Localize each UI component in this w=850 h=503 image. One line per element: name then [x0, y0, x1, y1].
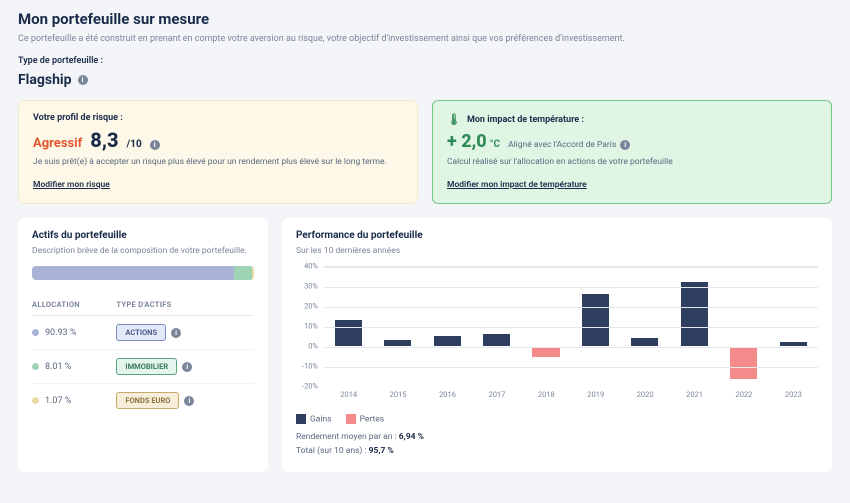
- chart-bar: [681, 282, 708, 346]
- col-type: TYPE D'ACTIFS: [116, 294, 254, 316]
- chart-bar: [780, 342, 807, 346]
- x-label: 2022: [719, 390, 768, 399]
- x-label: 2016: [423, 390, 472, 399]
- table-row: 90.93 %ACTIONSi: [32, 316, 254, 350]
- table-row: 1.07 %FONDS EUROi: [32, 384, 254, 418]
- info-icon[interactable]: i: [78, 75, 88, 85]
- avg-return: Rendement moyen par an : 6,94 %: [296, 432, 818, 442]
- assets-panel: Actifs du portefeuille Description brève…: [18, 218, 268, 472]
- allocation-bar: [32, 266, 254, 280]
- info-icon[interactable]: i: [620, 140, 630, 150]
- assets-desc: Description brève de la composition de v…: [32, 246, 254, 256]
- info-icon[interactable]: i: [184, 396, 194, 406]
- chart-bar: [434, 336, 461, 346]
- performance-panel: Performance du portefeuille Sur les 10 d…: [282, 218, 832, 472]
- x-label: 2023: [769, 390, 818, 399]
- risk-denom: /10: [127, 139, 142, 150]
- thermometer-icon: 🌡: [447, 113, 461, 126]
- page-subtitle: Ce portefeuille a été construit en prena…: [18, 34, 832, 44]
- x-label: 2017: [472, 390, 521, 399]
- perf-sub: Sur les 10 dernières années: [296, 246, 818, 256]
- x-label: 2015: [373, 390, 422, 399]
- impact-aligned: Aligné avec l'Accord de Paris: [508, 140, 616, 150]
- perf-title: Performance du portefeuille: [296, 230, 818, 241]
- x-label: 2018: [522, 390, 571, 399]
- x-label: 2020: [620, 390, 669, 399]
- risk-level: Agressif: [33, 136, 82, 151]
- impact-value: + 2,0°C: [447, 131, 500, 152]
- legend-gains: Gains: [296, 414, 332, 424]
- chart-bar: [384, 340, 411, 346]
- modify-risk-link[interactable]: Modifier mon risque: [33, 180, 110, 190]
- total-return: Total (sur 10 ans) : 95,7 %: [296, 446, 818, 456]
- info-icon[interactable]: i: [171, 328, 181, 338]
- info-icon[interactable]: i: [150, 140, 160, 150]
- perf-chart: -20%-10%0%10%20%30%40% 20142015201620172…: [296, 266, 818, 406]
- portfolio-type-value: Flagship: [18, 72, 72, 88]
- col-allocation: ALLOCATION: [32, 294, 116, 316]
- risk-card: Votre profil de risque : Agressif 8,3 /1…: [18, 100, 418, 204]
- risk-score: 8,3: [90, 128, 118, 152]
- chart-bar: [532, 347, 559, 357]
- info-icon[interactable]: i: [182, 362, 192, 372]
- chart-bar: [483, 334, 510, 346]
- asset-badge[interactable]: FONDS EURO: [116, 392, 179, 409]
- x-label: 2021: [670, 390, 719, 399]
- modify-impact-link[interactable]: Modifier mon impact de température: [447, 180, 587, 190]
- risk-desc: Je suis prêt(e) à accepter un risque plu…: [33, 157, 403, 167]
- impact-title: Mon impact de température :: [467, 115, 584, 125]
- assets-title: Actifs du portefeuille: [32, 230, 254, 241]
- chart-bar: [582, 294, 609, 346]
- impact-card: 🌡 Mon impact de température : + 2,0°C Al…: [432, 100, 832, 204]
- risk-title: Votre profil de risque :: [33, 113, 403, 123]
- legend-losses: Pertes: [346, 414, 385, 424]
- portfolio-type-label: Type de portefeuille :: [18, 56, 832, 66]
- x-label: 2014: [324, 390, 373, 399]
- assets-table: ALLOCATION TYPE D'ACTIFS 90.93 %ACTIONSi…: [32, 294, 254, 417]
- impact-desc: Calcul réalisé sur l'allocation en actio…: [447, 157, 817, 167]
- chart-bar: [631, 338, 658, 346]
- table-row: 8.01 %IMMOBILIERi: [32, 350, 254, 384]
- chart-bar: [730, 347, 757, 379]
- asset-badge[interactable]: ACTIONS: [116, 324, 166, 341]
- page-title: Mon portefeuille sur mesure: [18, 10, 832, 28]
- chart-bar: [335, 320, 362, 346]
- x-label: 2019: [571, 390, 620, 399]
- asset-badge[interactable]: IMMOBILIER: [116, 358, 177, 375]
